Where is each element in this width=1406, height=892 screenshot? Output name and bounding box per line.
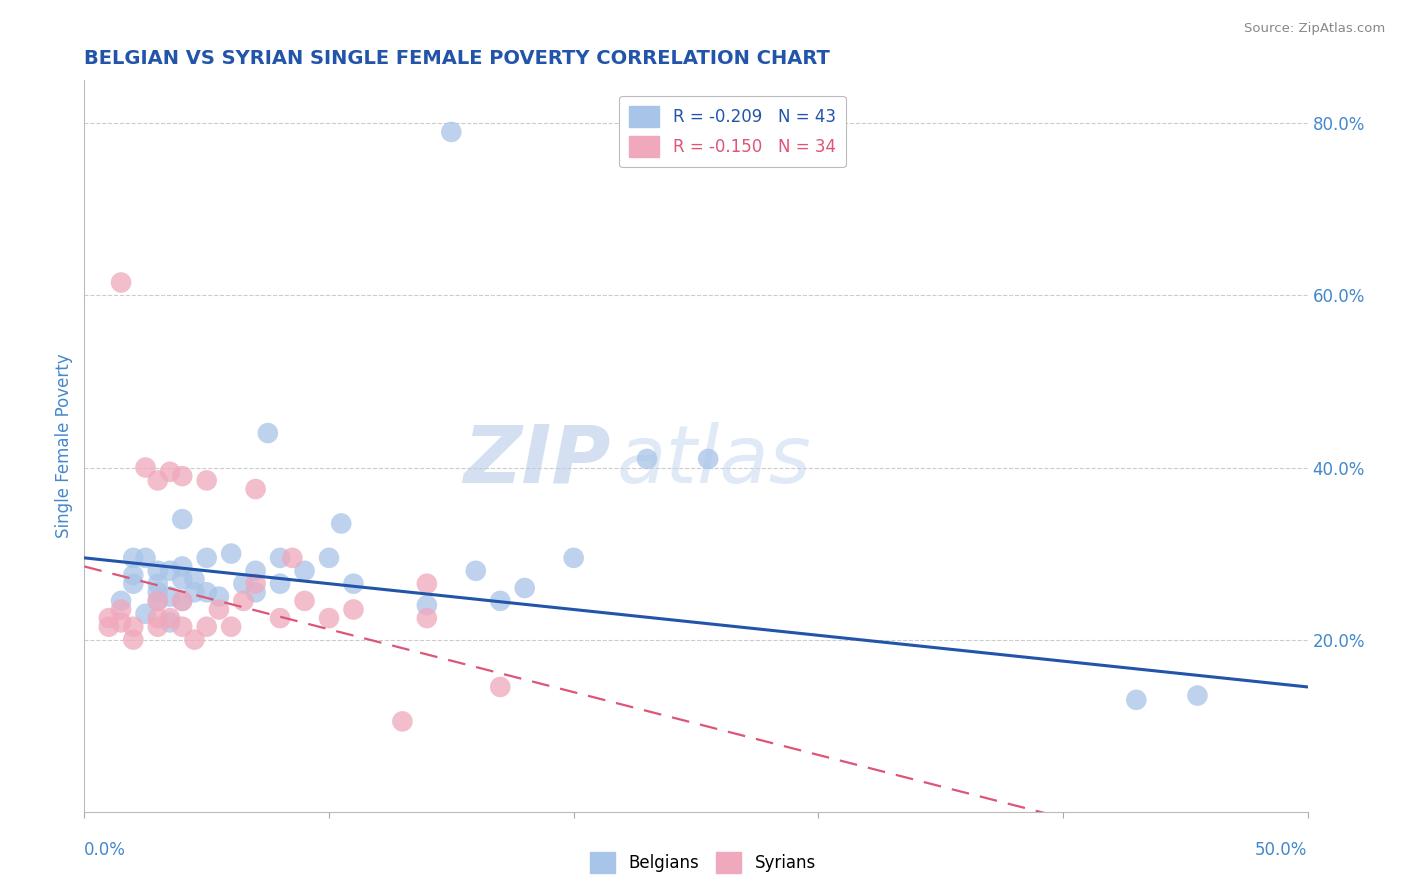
Legend: R = -0.209   N = 43, R = -0.150   N = 34: R = -0.209 N = 43, R = -0.150 N = 34 <box>620 96 846 167</box>
Point <box>1187 689 1209 703</box>
Point <box>146 594 169 608</box>
Point <box>440 125 463 139</box>
Text: 0.0%: 0.0% <box>84 841 127 859</box>
Point <box>269 550 291 565</box>
Text: atlas: atlas <box>616 422 811 500</box>
Point <box>195 620 218 634</box>
Point <box>281 550 304 565</box>
Point <box>697 451 720 466</box>
Point <box>146 576 169 591</box>
Point <box>146 620 169 634</box>
Point <box>172 512 194 526</box>
Point <box>195 550 218 565</box>
Point <box>135 607 157 621</box>
Point <box>245 482 267 496</box>
Point <box>122 568 145 582</box>
Legend: Belgians, Syrians: Belgians, Syrians <box>583 846 823 880</box>
Point <box>183 585 205 599</box>
Point <box>257 426 280 441</box>
Point <box>146 585 169 599</box>
Point <box>391 714 413 729</box>
Point <box>269 611 291 625</box>
Point <box>172 620 194 634</box>
Point <box>318 550 340 565</box>
Point <box>318 611 340 625</box>
Point <box>1125 693 1147 707</box>
Text: 50.0%: 50.0% <box>1256 841 1308 859</box>
Point <box>195 585 218 599</box>
Point <box>172 594 194 608</box>
Point <box>135 460 157 475</box>
Point <box>636 451 658 466</box>
Text: BELGIAN VS SYRIAN SINGLE FEMALE POVERTY CORRELATION CHART: BELGIAN VS SYRIAN SINGLE FEMALE POVERTY … <box>84 48 830 68</box>
Point <box>269 576 291 591</box>
Point <box>122 576 145 591</box>
Point <box>245 585 267 599</box>
Point <box>146 564 169 578</box>
Point <box>110 615 132 630</box>
Point <box>513 581 536 595</box>
Point <box>245 564 267 578</box>
Point <box>172 559 194 574</box>
Point <box>489 680 512 694</box>
Point <box>416 576 439 591</box>
Point <box>122 632 145 647</box>
Point <box>172 594 194 608</box>
Point <box>342 602 364 616</box>
Point <box>416 611 439 625</box>
Point <box>97 611 120 625</box>
Point <box>110 594 132 608</box>
Text: Source: ZipAtlas.com: Source: ZipAtlas.com <box>1244 22 1385 36</box>
Y-axis label: Single Female Poverty: Single Female Poverty <box>55 354 73 538</box>
Point <box>208 602 231 616</box>
Point <box>489 594 512 608</box>
Point <box>159 615 181 630</box>
Point <box>183 632 205 647</box>
Point <box>122 620 145 634</box>
Point <box>159 564 181 578</box>
Point <box>219 547 242 561</box>
Point <box>122 550 145 565</box>
Point <box>97 620 120 634</box>
Point <box>208 590 231 604</box>
Point <box>146 611 169 625</box>
Point <box>110 602 132 616</box>
Point <box>195 474 218 488</box>
Point <box>110 276 132 290</box>
Point <box>294 564 316 578</box>
Point <box>159 465 181 479</box>
Point <box>172 469 194 483</box>
Point <box>232 594 254 608</box>
Point <box>416 598 439 612</box>
Point <box>294 594 316 608</box>
Point <box>562 550 585 565</box>
Point <box>342 576 364 591</box>
Point <box>232 576 254 591</box>
Point <box>464 564 486 578</box>
Point <box>159 611 181 625</box>
Point <box>146 474 169 488</box>
Point <box>135 550 157 565</box>
Point <box>330 516 353 531</box>
Point <box>146 594 169 608</box>
Point <box>245 576 267 591</box>
Point <box>219 620 242 634</box>
Point <box>159 590 181 604</box>
Point <box>183 573 205 587</box>
Text: ZIP: ZIP <box>463 422 610 500</box>
Point <box>172 573 194 587</box>
